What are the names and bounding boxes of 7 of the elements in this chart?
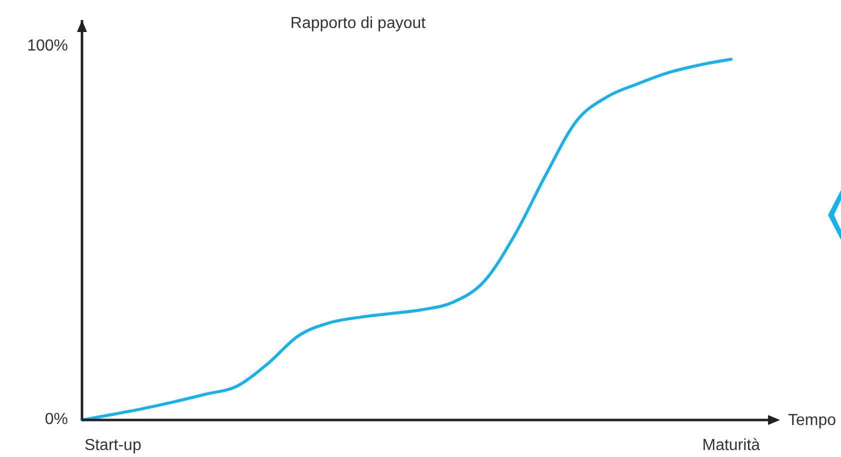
y-tick-label: 0% [44,411,68,428]
y-axis-title: Rapporto di payout [290,15,426,32]
x-axis-title: Tempo [788,412,836,429]
x-tick-label: Maturità [702,437,760,454]
line-series [80,58,733,422]
y-tick-label: 100% [27,37,68,54]
x-tick-label: Start-up [84,437,142,454]
